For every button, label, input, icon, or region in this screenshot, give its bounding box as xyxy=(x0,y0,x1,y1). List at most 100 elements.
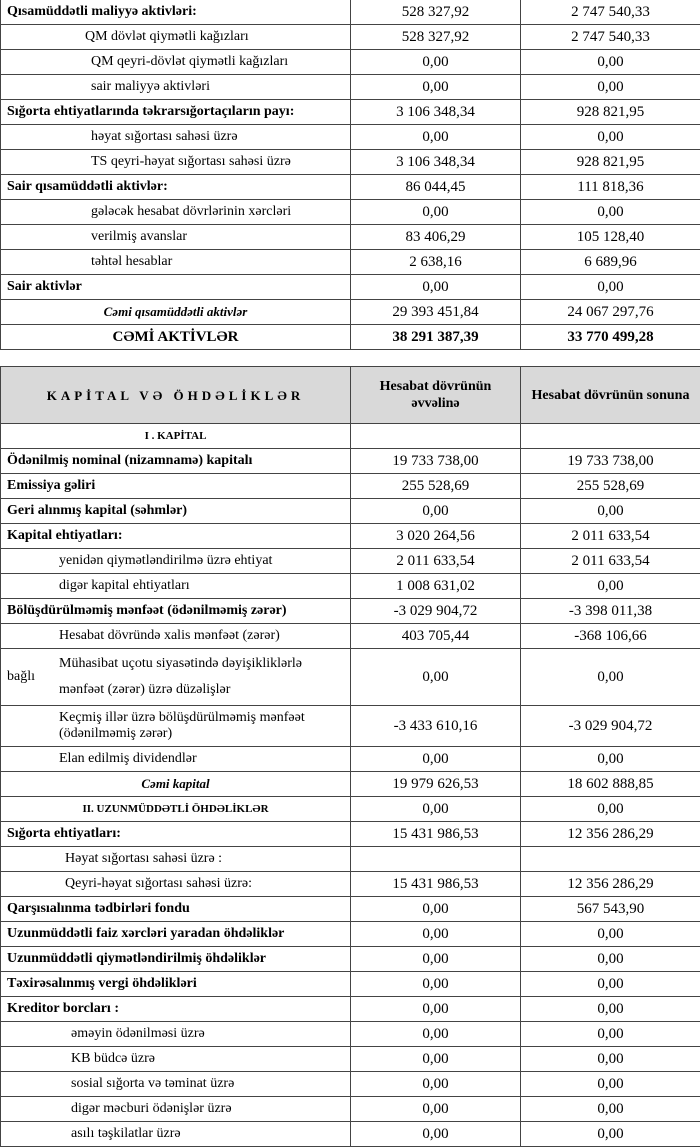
value-period-start: 3 106 348,34 xyxy=(351,100,521,125)
row-label: Qarşısıalınma tədbirləri fondu xyxy=(1,897,351,922)
value-period-end: 928 821,95 xyxy=(521,100,700,125)
value-period-start: 29 393 451,84 xyxy=(351,300,521,325)
header-title: KAPİTAL VƏ ÖHDƏLİKLƏR xyxy=(1,367,351,424)
row-label: təhtəl hesablar xyxy=(1,250,351,275)
row-label: digər məcburi ödənişlər üzrə xyxy=(1,1097,351,1122)
value-period-start: 15 431 986,53 xyxy=(351,822,521,847)
row-label: Təxirəsalınmış vergi öhdəlikləri xyxy=(1,972,351,997)
value-period-end: 6 689,96 xyxy=(521,250,700,275)
value-period-end: 0,00 xyxy=(521,1047,700,1072)
row-label: I . KAPİTAL xyxy=(1,424,351,449)
row-label-line1: Mühasibat uçotu siyasətində dəyişikliklə… xyxy=(59,651,302,677)
value-period-start xyxy=(351,847,521,872)
value-period-end: 0,00 xyxy=(521,125,700,150)
value-period-start: 3 106 348,34 xyxy=(351,150,521,175)
value-period-start: 2 011 633,54 xyxy=(351,549,521,574)
value-period-start: -3 029 904,72 xyxy=(351,599,521,624)
value-period-start: 0,00 xyxy=(351,1097,521,1122)
value-period-end: 928 821,95 xyxy=(521,150,700,175)
value-period-end xyxy=(521,424,700,449)
row-label: Həyat sığortası sahəsi üzrə : xyxy=(1,847,351,872)
value-period-start: 86 044,45 xyxy=(351,175,521,200)
table-row: Həyat sığortası sahəsi üzrə : xyxy=(1,847,700,872)
table-row: Hesabat dövründə xalis mənfəət (zərər)40… xyxy=(1,624,700,649)
value-period-end: 0,00 xyxy=(521,747,700,772)
row-label: Qısamüddətli maliyyə aktivləri: xyxy=(1,0,351,25)
value-period-end: 2 011 633,54 xyxy=(521,549,700,574)
value-period-start: 0,00 xyxy=(351,649,521,706)
row-label: II. UZUNMÜDDƏTLİ ÖHDƏLİKLƏR xyxy=(1,797,351,822)
value-period-start: 38 291 387,39 xyxy=(351,325,521,350)
row-label: sosial sığorta və təminat üzrə xyxy=(1,1072,351,1097)
row-label: Uzunmüddətli qiymətləndirilmiş öhdəliklə… xyxy=(1,947,351,972)
value-period-end: 567 543,90 xyxy=(521,897,700,922)
table-row: I . KAPİTAL xyxy=(1,424,700,449)
value-period-end: 12 356 286,29 xyxy=(521,822,700,847)
row-label: yenidən qiymətləndirilmə üzrə ehtiyat xyxy=(1,549,351,574)
value-period-start: 0,00 xyxy=(351,1022,521,1047)
value-period-end: 0,00 xyxy=(521,50,700,75)
row-label: digər kapital ehtiyatları xyxy=(1,574,351,599)
row-label: Cəmi kapital xyxy=(1,772,351,797)
value-period-end: 0,00 xyxy=(521,1122,700,1147)
value-period-start: -3 433 610,16 xyxy=(351,706,521,747)
row-label: verilmiş avanslar xyxy=(1,225,351,250)
value-period-start: 0,00 xyxy=(351,922,521,947)
value-period-start: 0,00 xyxy=(351,897,521,922)
value-period-start: 19 733 738,00 xyxy=(351,449,521,474)
header-period-start: Hesabat dövrünün əvvəlinə xyxy=(351,367,521,424)
value-period-end: 0,00 xyxy=(521,499,700,524)
value-period-end: -368 106,66 xyxy=(521,624,700,649)
value-period-end: 0,00 xyxy=(521,574,700,599)
value-period-start: 0,00 xyxy=(351,947,521,972)
row-label-side: bağlı xyxy=(7,669,59,685)
value-period-start: 0,00 xyxy=(351,75,521,100)
table-row: Qeyri-həyat sığortası sahəsi üzrə:15 431… xyxy=(1,872,700,897)
value-period-end: 0,00 xyxy=(521,1072,700,1097)
value-period-end: 0,00 xyxy=(521,200,700,225)
row-label: əməyin ödənilməsi üzrə xyxy=(1,1022,351,1047)
row-label: KB büdcə üzrə xyxy=(1,1047,351,1072)
table-row: Keçmiş illər üzrə bölüşdürülməmiş mənfəə… xyxy=(1,706,700,747)
value-period-end: 0,00 xyxy=(521,1022,700,1047)
value-period-start: 0,00 xyxy=(351,200,521,225)
value-period-start: 0,00 xyxy=(351,747,521,772)
row-label: Sair qısamüddətli aktivlər: xyxy=(1,175,351,200)
value-period-start: 528 327,92 xyxy=(351,25,521,50)
value-period-start: 0,00 xyxy=(351,499,521,524)
value-period-start: 3 020 264,56 xyxy=(351,524,521,549)
row-label: TS qeyri-həyat sığortası sahəsi üzrə xyxy=(1,150,351,175)
row-label: Ödənilmiş nominal (nizamnamə) kapitalı xyxy=(1,449,351,474)
row-label-line2: mənfəət (zərər) üzrə düzəlişlər xyxy=(59,677,302,703)
value-period-start: 255 528,69 xyxy=(351,474,521,499)
row-label: Sair aktivlər xyxy=(1,275,351,300)
row-label: Geri alınmış kapital (səhmlər) xyxy=(1,499,351,524)
row-label: gələcək hesabat dövrlərinin xərcləri xyxy=(1,200,351,225)
value-period-end: 2 011 633,54 xyxy=(521,524,700,549)
value-period-start: 15 431 986,53 xyxy=(351,872,521,897)
value-period-end: -3 398 011,38 xyxy=(521,599,700,624)
row-label: həyat sığortası sahəsi üzrə xyxy=(1,125,351,150)
value-period-end xyxy=(521,847,700,872)
value-period-start: 403 705,44 xyxy=(351,624,521,649)
header-period-end: Hesabat dövrünün sonuna xyxy=(521,367,700,424)
table-row: Qısamüddətli maliyyə aktivləri:528 327,9… xyxy=(1,0,700,25)
value-period-end: 0,00 xyxy=(521,649,700,706)
row-label: Sığorta ehtiyatları: xyxy=(1,822,351,847)
